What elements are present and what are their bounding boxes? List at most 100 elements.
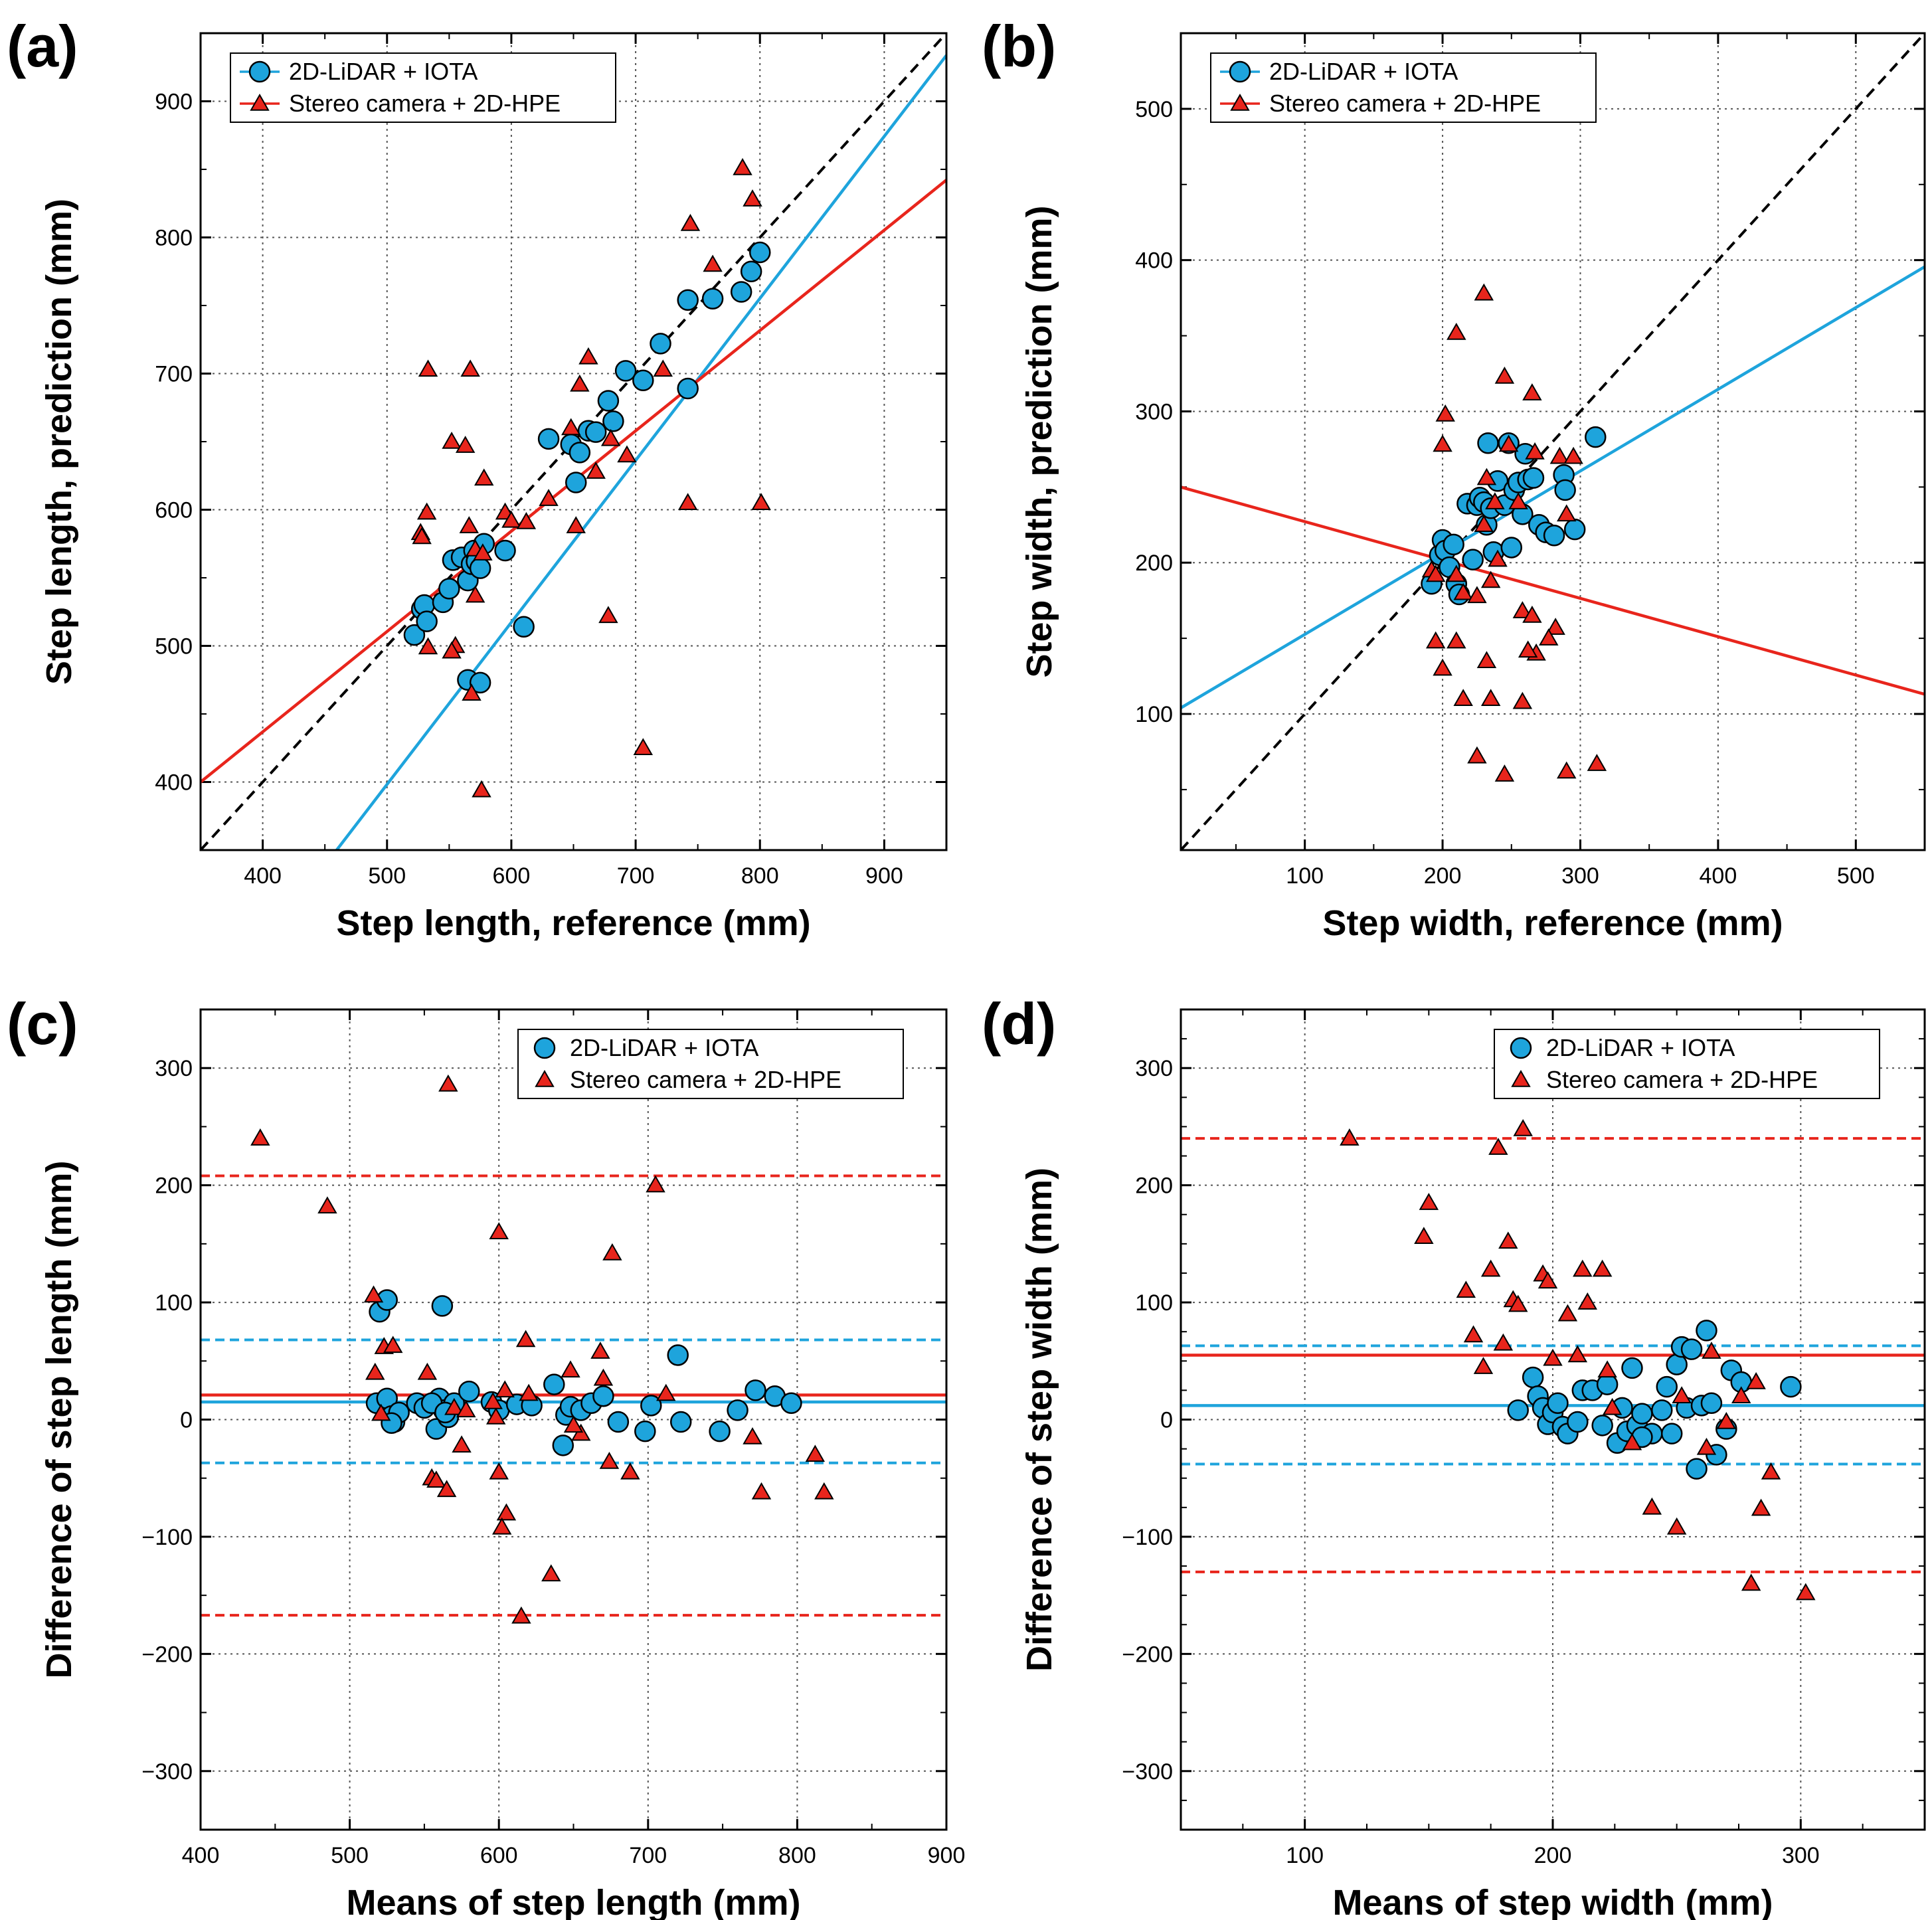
point-stereo xyxy=(656,1383,676,1401)
point-stereo xyxy=(417,1362,438,1380)
point-stereo xyxy=(1485,492,1505,509)
x-tick-label: 400 xyxy=(182,1843,220,1868)
y-tick-label: 200 xyxy=(1135,1174,1173,1199)
y-tick-label: 500 xyxy=(155,634,193,659)
y-tick-label: −200 xyxy=(1122,1642,1173,1667)
point-stereo xyxy=(1525,442,1545,460)
y-tick-label: −300 xyxy=(1122,1759,1173,1785)
point-stereo xyxy=(418,637,438,655)
point-lidar xyxy=(469,557,491,579)
point-stereo xyxy=(412,527,432,545)
point-stereo xyxy=(1508,492,1528,509)
point-stereo xyxy=(363,1285,384,1303)
point-stereo xyxy=(426,1470,446,1488)
point-stereo xyxy=(1512,601,1533,618)
point-stereo xyxy=(1463,1325,1484,1343)
legend: 2D-LiDAR + IOTA Stereo camera + 2D-HPE xyxy=(517,1029,904,1099)
point-lidar xyxy=(607,1411,630,1433)
point-stereo xyxy=(703,254,723,272)
point-stereo xyxy=(680,213,701,231)
point-lidar xyxy=(1631,1403,1653,1425)
point-stereo xyxy=(1751,1498,1771,1516)
point-lidar xyxy=(1547,1392,1569,1415)
plot-frame xyxy=(1180,1008,1926,1831)
point-stereo xyxy=(1602,1397,1623,1415)
point-stereo xyxy=(1474,515,1494,533)
point-lidar xyxy=(1522,1366,1544,1389)
legend-label: 2D-LiDAR + IOTA xyxy=(1546,1034,1735,1061)
point-stereo xyxy=(1480,1259,1501,1277)
x-tick-label: 800 xyxy=(778,1843,816,1868)
legend-label: Stereo camera + 2D-HPE xyxy=(1269,90,1541,117)
point-stereo xyxy=(733,157,752,175)
y-axis-title: Step width, prediction (mm) xyxy=(1019,206,1059,678)
y-tick-label: 400 xyxy=(1135,248,1173,274)
point-stereo xyxy=(1453,582,1473,600)
point-stereo xyxy=(1557,761,1577,779)
point-lidar xyxy=(537,428,560,450)
point-stereo xyxy=(442,431,462,449)
legend-marker-circle xyxy=(533,1037,556,1059)
point-stereo xyxy=(1702,1342,1721,1359)
point-stereo xyxy=(1597,1360,1617,1378)
point-lidar xyxy=(1780,1375,1802,1398)
point-stereo xyxy=(814,1482,834,1500)
point-stereo xyxy=(519,1383,539,1401)
x-tick-label: 400 xyxy=(244,863,282,889)
y-tick-label: −300 xyxy=(141,1759,193,1785)
point-stereo xyxy=(633,738,654,755)
point-lidar xyxy=(1591,1415,1613,1437)
point-stereo xyxy=(1543,1348,1563,1366)
panel-d: 100 200 300 −300 −200 −100 0 100 200 300 2D-LiDAR … xyxy=(982,991,1926,1920)
y-tick-label: 800 xyxy=(155,226,193,251)
point-stereo xyxy=(1622,1433,1642,1450)
point-stereo xyxy=(516,511,537,529)
point-lidar xyxy=(1554,479,1576,501)
point-stereo xyxy=(515,1330,536,1348)
x-tick-label: 900 xyxy=(928,1843,966,1868)
point-lidar xyxy=(1656,1375,1678,1398)
point-stereo xyxy=(1513,1118,1533,1136)
x-tick-label: 100 xyxy=(1286,1843,1324,1868)
x-tick-label: 700 xyxy=(617,863,655,889)
point-stereo xyxy=(751,1482,772,1500)
point-stereo xyxy=(1716,1412,1737,1429)
point-stereo xyxy=(1539,628,1559,646)
fit-line-blue xyxy=(1181,265,1925,709)
point-stereo xyxy=(561,1360,580,1378)
x-axis-title: Step length, reference (mm) xyxy=(336,903,810,943)
point-stereo xyxy=(442,641,462,659)
point-lidar xyxy=(1522,467,1545,489)
point-stereo xyxy=(805,1444,826,1462)
point-stereo xyxy=(444,1397,464,1415)
point-stereo xyxy=(1567,1345,1588,1363)
legend-label: Stereo camera + 2D-HPE xyxy=(1546,1066,1818,1093)
point-lidar xyxy=(1543,524,1565,547)
point-stereo xyxy=(483,1392,503,1409)
point-stereo xyxy=(1419,1193,1439,1210)
panel-a: 400 500 600 700 800 900 400 500 600 700 800 900 2D-L… xyxy=(7,13,948,943)
point-stereo xyxy=(1557,504,1577,522)
panel-label: (c) xyxy=(7,991,78,1057)
point-lidar xyxy=(565,472,587,493)
point-stereo xyxy=(617,445,637,463)
panel-b: 100 200 300 400 500 100 200 300 400 500 2D-LiDAR +… xyxy=(982,13,1926,943)
point-lidar xyxy=(667,1344,689,1366)
point-lidar xyxy=(740,260,762,282)
point-lidar xyxy=(438,578,460,600)
point-stereo xyxy=(1494,764,1515,782)
point-lidar xyxy=(1563,518,1586,541)
legend-box xyxy=(230,52,616,123)
y-tick-label: 600 xyxy=(155,498,193,523)
point-lidar xyxy=(1696,1320,1717,1342)
point-stereo xyxy=(602,1243,622,1261)
y-tick-label: 200 xyxy=(1135,551,1173,576)
point-lidar xyxy=(403,624,426,646)
x-tick-label: 300 xyxy=(1782,1843,1820,1868)
x-tick-label: 300 xyxy=(1561,863,1599,889)
point-stereo xyxy=(1414,1227,1434,1245)
y-tick-label: 300 xyxy=(1135,1056,1173,1081)
point-stereo xyxy=(1518,640,1538,658)
point-stereo xyxy=(578,347,598,365)
